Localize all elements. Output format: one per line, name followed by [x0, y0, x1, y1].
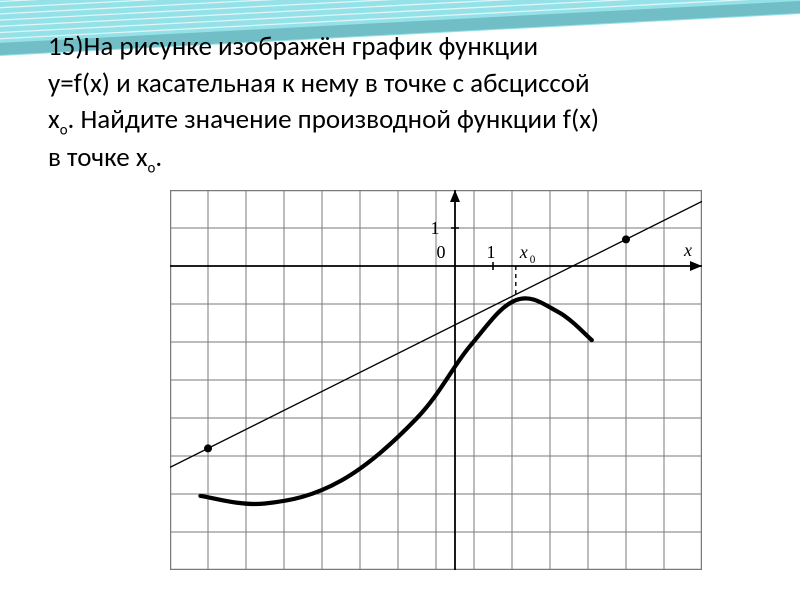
chart-container: 101x0x [170, 190, 720, 580]
svg-text:0: 0 [437, 242, 446, 262]
svg-text:0: 0 [530, 254, 536, 266]
problem-text: 15)На рисунке изображён график функции y… [48, 30, 760, 180]
svg-text:x: x [683, 240, 692, 260]
x-sym: x [48, 103, 60, 136]
line3-rest: . Найдите значение производной функции f… [68, 103, 600, 136]
text-line-1: 15)На рисунке изображён график функции [48, 30, 760, 65]
svg-text:1: 1 [487, 242, 496, 262]
text-line-2: y=f(x) и касательная к нему в точке с аб… [48, 67, 760, 102]
chart-svg: 101x0x [170, 190, 702, 570]
sub0-a: о [60, 120, 68, 138]
line4b: . [155, 141, 162, 174]
line4a: в точке x [48, 141, 148, 174]
text-line-3: xо. Найдите значение производной функции… [48, 103, 760, 139]
svg-text:x: x [519, 242, 528, 262]
text-line-4: в точке xо. [48, 141, 760, 177]
svg-text:1: 1 [431, 218, 440, 238]
